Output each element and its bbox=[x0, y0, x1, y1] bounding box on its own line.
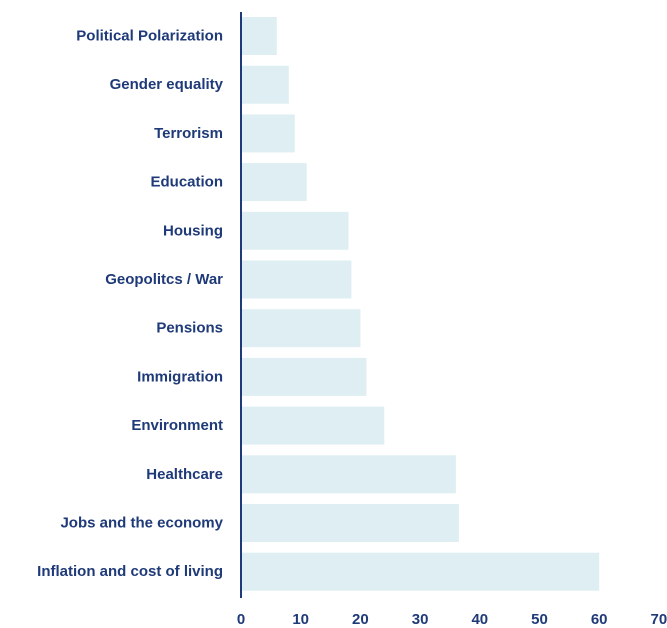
x-tick-label: 40 bbox=[471, 611, 488, 628]
x-tick-label: 30 bbox=[412, 611, 429, 628]
category-label: Pensions bbox=[156, 320, 223, 337]
category-label: Education bbox=[150, 174, 223, 191]
bar bbox=[241, 65, 289, 104]
bar bbox=[241, 114, 295, 153]
bar bbox=[241, 211, 349, 250]
bar bbox=[241, 552, 600, 591]
category-label: Healthcare bbox=[146, 466, 223, 483]
x-tick-label: 0 bbox=[237, 611, 245, 628]
x-tick-label: 70 bbox=[651, 611, 667, 628]
category-label: Immigration bbox=[137, 368, 223, 385]
bar bbox=[241, 17, 277, 55]
x-tick-label: 60 bbox=[591, 611, 608, 628]
category-label: Gender equality bbox=[110, 76, 224, 93]
bar bbox=[241, 309, 361, 348]
category-label: Housing bbox=[163, 222, 223, 239]
category-label: Inflation and cost of living bbox=[37, 563, 223, 580]
x-tick-label: 10 bbox=[292, 611, 309, 628]
category-label: Terrorism bbox=[154, 125, 223, 142]
bar bbox=[241, 357, 367, 396]
x-tick-label: 50 bbox=[531, 611, 548, 628]
bars-layer bbox=[241, 17, 600, 591]
x-axis-tick-labels: 0 10 20 30 40 50 60 70 bbox=[237, 611, 667, 628]
category-label: Political Polarization bbox=[76, 28, 223, 45]
bar bbox=[241, 406, 385, 445]
category-label: Jobs and the economy bbox=[60, 515, 223, 532]
category-label: Environment bbox=[131, 417, 223, 434]
bar bbox=[241, 260, 352, 299]
category-labels: Political Polarization Gender equality Ter… bbox=[37, 28, 223, 581]
bar bbox=[241, 504, 459, 542]
bar bbox=[241, 455, 456, 494]
category-label: Geopolitcs / War bbox=[105, 271, 223, 288]
bar bbox=[241, 163, 307, 202]
x-tick-label: 20 bbox=[352, 611, 369, 628]
